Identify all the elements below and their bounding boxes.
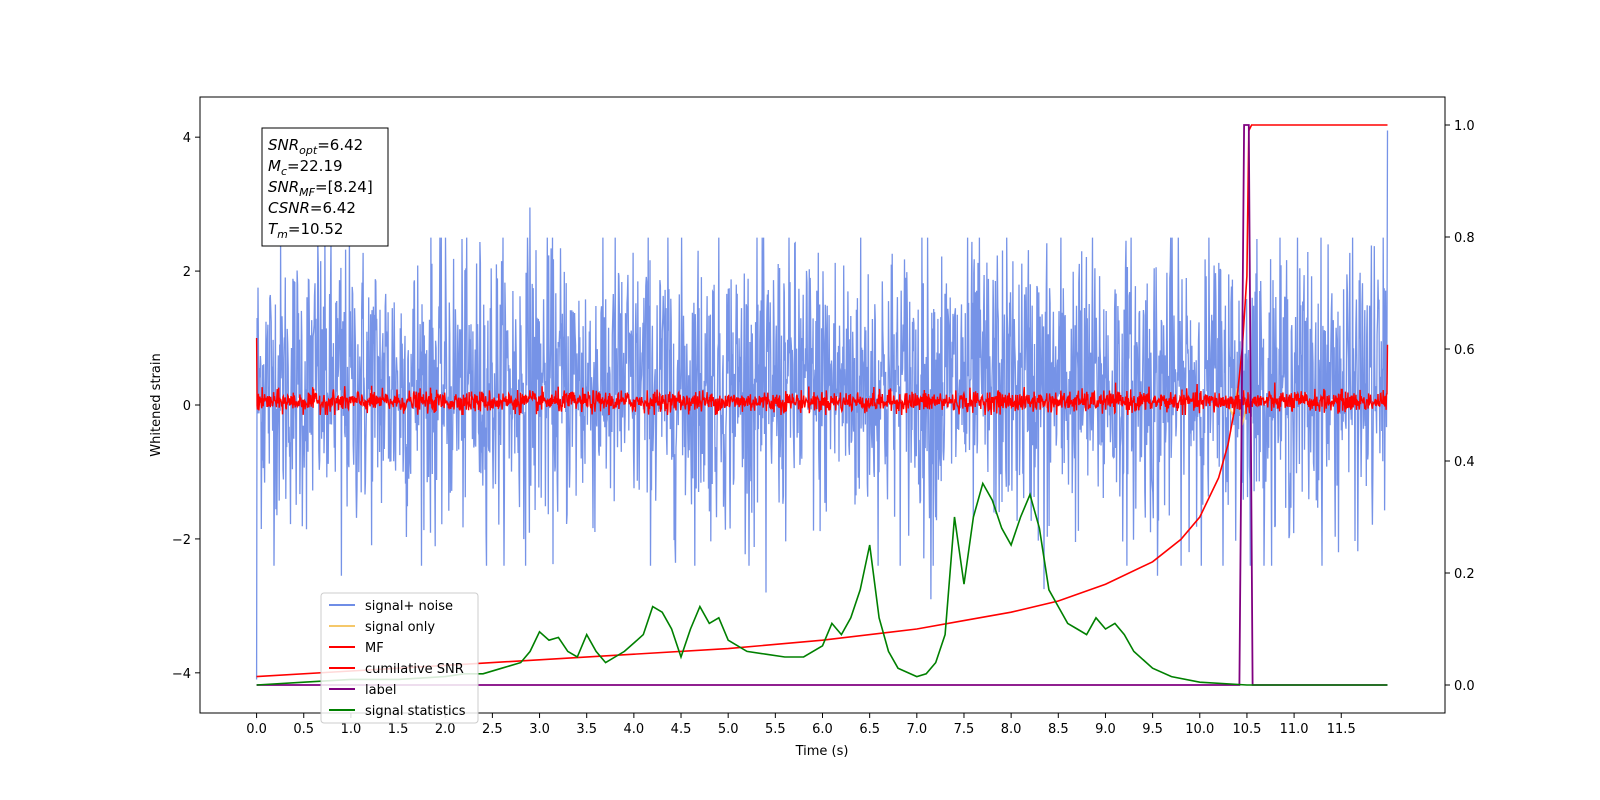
x-tick-label: 0.5: [293, 722, 314, 737]
annotation-line: SNRMF=[8.24]: [268, 178, 373, 199]
x-tick-label: 9.0: [1095, 722, 1116, 737]
legend-entry: cumilative SNR: [365, 662, 464, 677]
annotation-line: Mc=22.19: [268, 157, 343, 178]
x-tick-label: 0.0: [246, 722, 267, 737]
legend-entry: signal only: [365, 620, 435, 635]
x-tick-label: 2.5: [482, 722, 503, 737]
signal-noise-line: [255, 130, 1389, 680]
y-axis-label: Whitened strain: [149, 353, 164, 456]
legend-entry: label: [365, 683, 396, 698]
y-axis-right: 0.0 0.2 0.4 0.6 0.8 1.0: [1445, 119, 1475, 694]
annotation-box: SNRopt=6.42Mc=22.19SNRMF=[8.24]CSNR=6.42…: [261, 127, 389, 247]
x-tick-label: 11.5: [1327, 722, 1356, 737]
x-axis-label: Time (s): [795, 744, 849, 759]
mf-line: [255, 337, 1389, 416]
x-tick-label: 2.0: [435, 722, 456, 737]
x-tick-label: 8.0: [1001, 722, 1022, 737]
x-tick-label: 10.0: [1185, 722, 1214, 737]
y-tick-label: 4: [183, 131, 191, 146]
annotation-line: Tm=10.52: [268, 220, 343, 241]
x-tick-label: 5.5: [765, 722, 786, 737]
y2-tick-label: 0.0: [1454, 679, 1475, 694]
x-tick-label: 6.5: [859, 722, 880, 737]
annotation-line: SNRopt=6.42: [268, 136, 363, 157]
legend-frame: [320, 592, 479, 724]
legend-entry: signal+ noise: [365, 599, 453, 614]
y2-tick-label: 1.0: [1454, 119, 1475, 134]
x-tick-label: 6.0: [812, 722, 833, 737]
y-tick-label: 0: [183, 399, 191, 414]
y2-tick-label: 0.8: [1454, 231, 1475, 246]
legend-entry: MF: [365, 641, 384, 656]
x-tick-label: 7.0: [906, 722, 927, 737]
x-tick-label: 3.5: [576, 722, 597, 737]
y2-tick-label: 0.4: [1454, 455, 1475, 470]
x-tick-label: 9.5: [1142, 722, 1163, 737]
y-tick-label: −4: [172, 667, 191, 682]
annotation-line: CSNR=6.42: [268, 199, 356, 217]
x-tick-label: 3.0: [529, 722, 550, 737]
legend-entry: signal statistics: [365, 704, 466, 719]
x-tick-label: 5.0: [718, 722, 739, 737]
x-tick-label: 4.0: [624, 722, 645, 737]
y-tick-label: 2: [183, 265, 191, 280]
x-axis: 0.0 0.5 1.0 1.5 2.0 2.5 3.0 3.5 4.0 4.5 5.0 5.5 6.0 6…: [246, 713, 1356, 737]
y2-tick-label: 0.6: [1454, 343, 1475, 358]
x-tick-label: 1.5: [388, 722, 409, 737]
x-tick-label: 11.0: [1280, 722, 1309, 737]
y-axis-left: −4 −2 0 2 4: [172, 131, 200, 682]
annotation-frame: [261, 127, 389, 247]
x-tick-label: 8.5: [1048, 722, 1069, 737]
x-tick-label: 10.5: [1232, 722, 1261, 737]
y-tick-label: −2: [172, 533, 191, 548]
x-tick-label: 4.5: [671, 722, 692, 737]
y2-tick-label: 0.2: [1454, 567, 1475, 582]
x-tick-label: 1.0: [341, 722, 362, 737]
signal-statistics-line: [256, 481, 1388, 686]
legend: signal+ noise signal only MF cumilative SNR…: [320, 592, 479, 724]
x-tick-label: 7.5: [954, 722, 975, 737]
